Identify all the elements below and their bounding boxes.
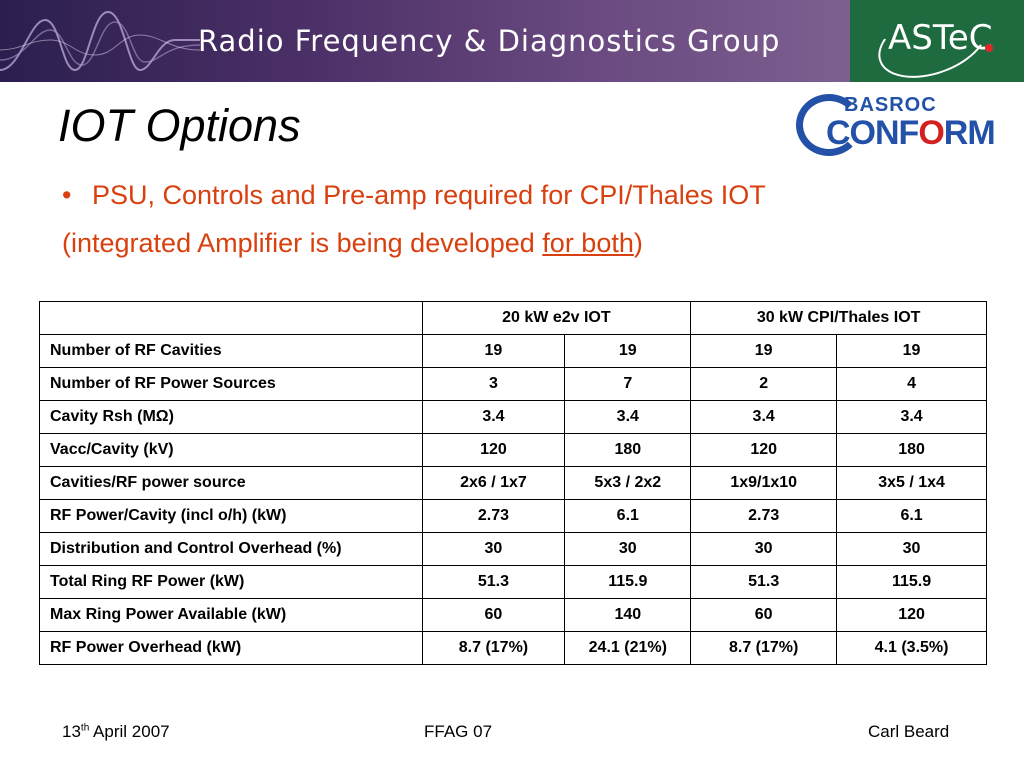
logo-basroc-text: BASROC (844, 94, 937, 116)
row-label-cell: Cavity Rsh (MΩ) (39, 400, 423, 434)
value-cell: 19 (836, 334, 987, 368)
value-cell: 3.4 (421, 400, 566, 434)
table-row: Cavity Rsh (MΩ) 3.4 3.4 3.4 3.4 (39, 400, 987, 434)
value-cell: 19 (690, 334, 838, 368)
table-row: Distribution and Control Overhead (%) 30 3… (39, 532, 987, 566)
value-cell: 60 (690, 598, 838, 632)
value-cell: 2.73 (421, 499, 566, 533)
table-row: Cavities/RF power source 2x6 / 1x7 5x3 / 2… (39, 466, 987, 500)
basroc-conform-logo: BASROC CONFORM (796, 88, 1002, 158)
bullet-text: PSU, Controls and Pre-amp required for C… (92, 180, 766, 210)
astec-logo-text: ASTeC (888, 18, 993, 58)
bullet-point: • PSU, Controls and Pre-amp required for … (62, 180, 766, 211)
value-cell: 3.4 (836, 400, 987, 434)
header-banner: Radio Frequency & Diagnostics Group (0, 0, 850, 82)
slide-title: IOT Options (58, 100, 301, 151)
table-header-cell: 20 kW e2v IOT (421, 301, 692, 335)
value-cell: 180 (564, 433, 692, 467)
value-cell: 30 (564, 532, 692, 566)
waveform-graphic (0, 10, 200, 72)
value-cell: 120 (421, 433, 566, 467)
value-cell: 4.1 (3.5%) (836, 631, 987, 665)
footer-date: 13th April 2007 (62, 722, 170, 741)
value-cell: 51.3 (421, 565, 566, 599)
value-cell: 3x5 / 1x4 (836, 466, 987, 500)
row-label-cell: Cavities/RF power source (39, 466, 423, 500)
table-row: RF Power/Cavity (incl o/h) (kW) 2.73 6.1 2.… (39, 499, 987, 533)
value-cell: 30 (421, 532, 566, 566)
value-cell: 5x3 / 2x2 (564, 466, 692, 500)
logo-conform-text: CONFORM (826, 114, 996, 152)
row-label-cell: RF Power Overhead (kW) (39, 631, 423, 665)
value-cell: 2x6 / 1x7 (421, 466, 566, 500)
banner-title: Radio Frequency & Diagnostics Group (198, 24, 781, 58)
footer-author: Carl Beard (868, 722, 950, 741)
table-row: Max Ring Power Available (kW) 60 140 60 120 (39, 598, 987, 632)
value-cell: 120 (690, 433, 838, 467)
value-cell: 51.3 (690, 565, 838, 599)
table-row: RF Power Overhead (kW) 8.7 (17%) 24.1 (21%… (39, 631, 987, 665)
value-cell: 2 (690, 367, 838, 401)
footer-event: FFAG 07 (424, 722, 493, 741)
astec-logo: ASTeC (850, 0, 1024, 92)
underlined-text: for both (542, 228, 634, 258)
row-label-cell: Total Ring RF Power (kW) (39, 565, 423, 599)
table-row: Number of RF Power Sources 3 7 2 4 (39, 367, 987, 401)
value-cell: 3 (421, 367, 566, 401)
value-cell: 30 (836, 532, 987, 566)
value-cell: 6.1 (836, 499, 987, 533)
value-cell: 19 (564, 334, 692, 368)
row-label-cell: Max Ring Power Available (kW) (39, 598, 423, 632)
row-label-cell: Number of RF Cavities (39, 334, 423, 368)
value-cell: 3.4 (690, 400, 838, 434)
value-cell: 115.9 (836, 565, 987, 599)
value-cell: 24.1 (21%) (564, 631, 692, 665)
value-cell: 30 (690, 532, 838, 566)
row-label-cell: Number of RF Power Sources (39, 367, 423, 401)
value-cell: 8.7 (17%) (690, 631, 838, 665)
row-label-cell: Distribution and Control Overhead (%) (39, 532, 423, 566)
value-cell: 7 (564, 367, 692, 401)
conform-swoosh-icon (796, 94, 862, 156)
table-header-cell: 30 kW CPI/Thales IOT (690, 301, 987, 335)
astec-dot-icon (985, 44, 993, 52)
row-label-cell: RF Power/Cavity (incl o/h) (kW) (39, 499, 423, 533)
sub-note: (integrated Amplifier is being developed… (62, 228, 643, 258)
value-cell: 140 (564, 598, 692, 632)
value-cell: 180 (836, 433, 987, 467)
bullet-mark: • (62, 180, 72, 210)
value-cell: 1x9/1x10 (690, 466, 838, 500)
value-cell: 19 (421, 334, 566, 368)
value-cell: 4 (836, 367, 987, 401)
table-header-cell (39, 301, 423, 335)
value-cell: 115.9 (564, 565, 692, 599)
value-cell: 120 (836, 598, 987, 632)
row-label-cell: Vacc/Cavity (kV) (39, 433, 423, 467)
value-cell: 6.1 (564, 499, 692, 533)
iot-comparison-table: 20 kW e2v IOT 30 kW CPI/Thales IOT Numbe… (39, 301, 987, 665)
table-row: Number of RF Cavities 19 19 19 19 (39, 334, 987, 368)
value-cell: 3.4 (564, 400, 692, 434)
table-row: Vacc/Cavity (kV) 120 180 120 180 (39, 433, 987, 467)
value-cell: 8.7 (17%) (421, 631, 566, 665)
value-cell: 2.73 (690, 499, 838, 533)
table-header-row: 20 kW e2v IOT 30 kW CPI/Thales IOT (39, 301, 987, 335)
table-body: Number of RF Cavities 19 19 19 19 Number of R… (39, 334, 987, 665)
table-row: Total Ring RF Power (kW) 51.3 115.9 51.3 115… (39, 565, 987, 599)
value-cell: 60 (421, 598, 566, 632)
